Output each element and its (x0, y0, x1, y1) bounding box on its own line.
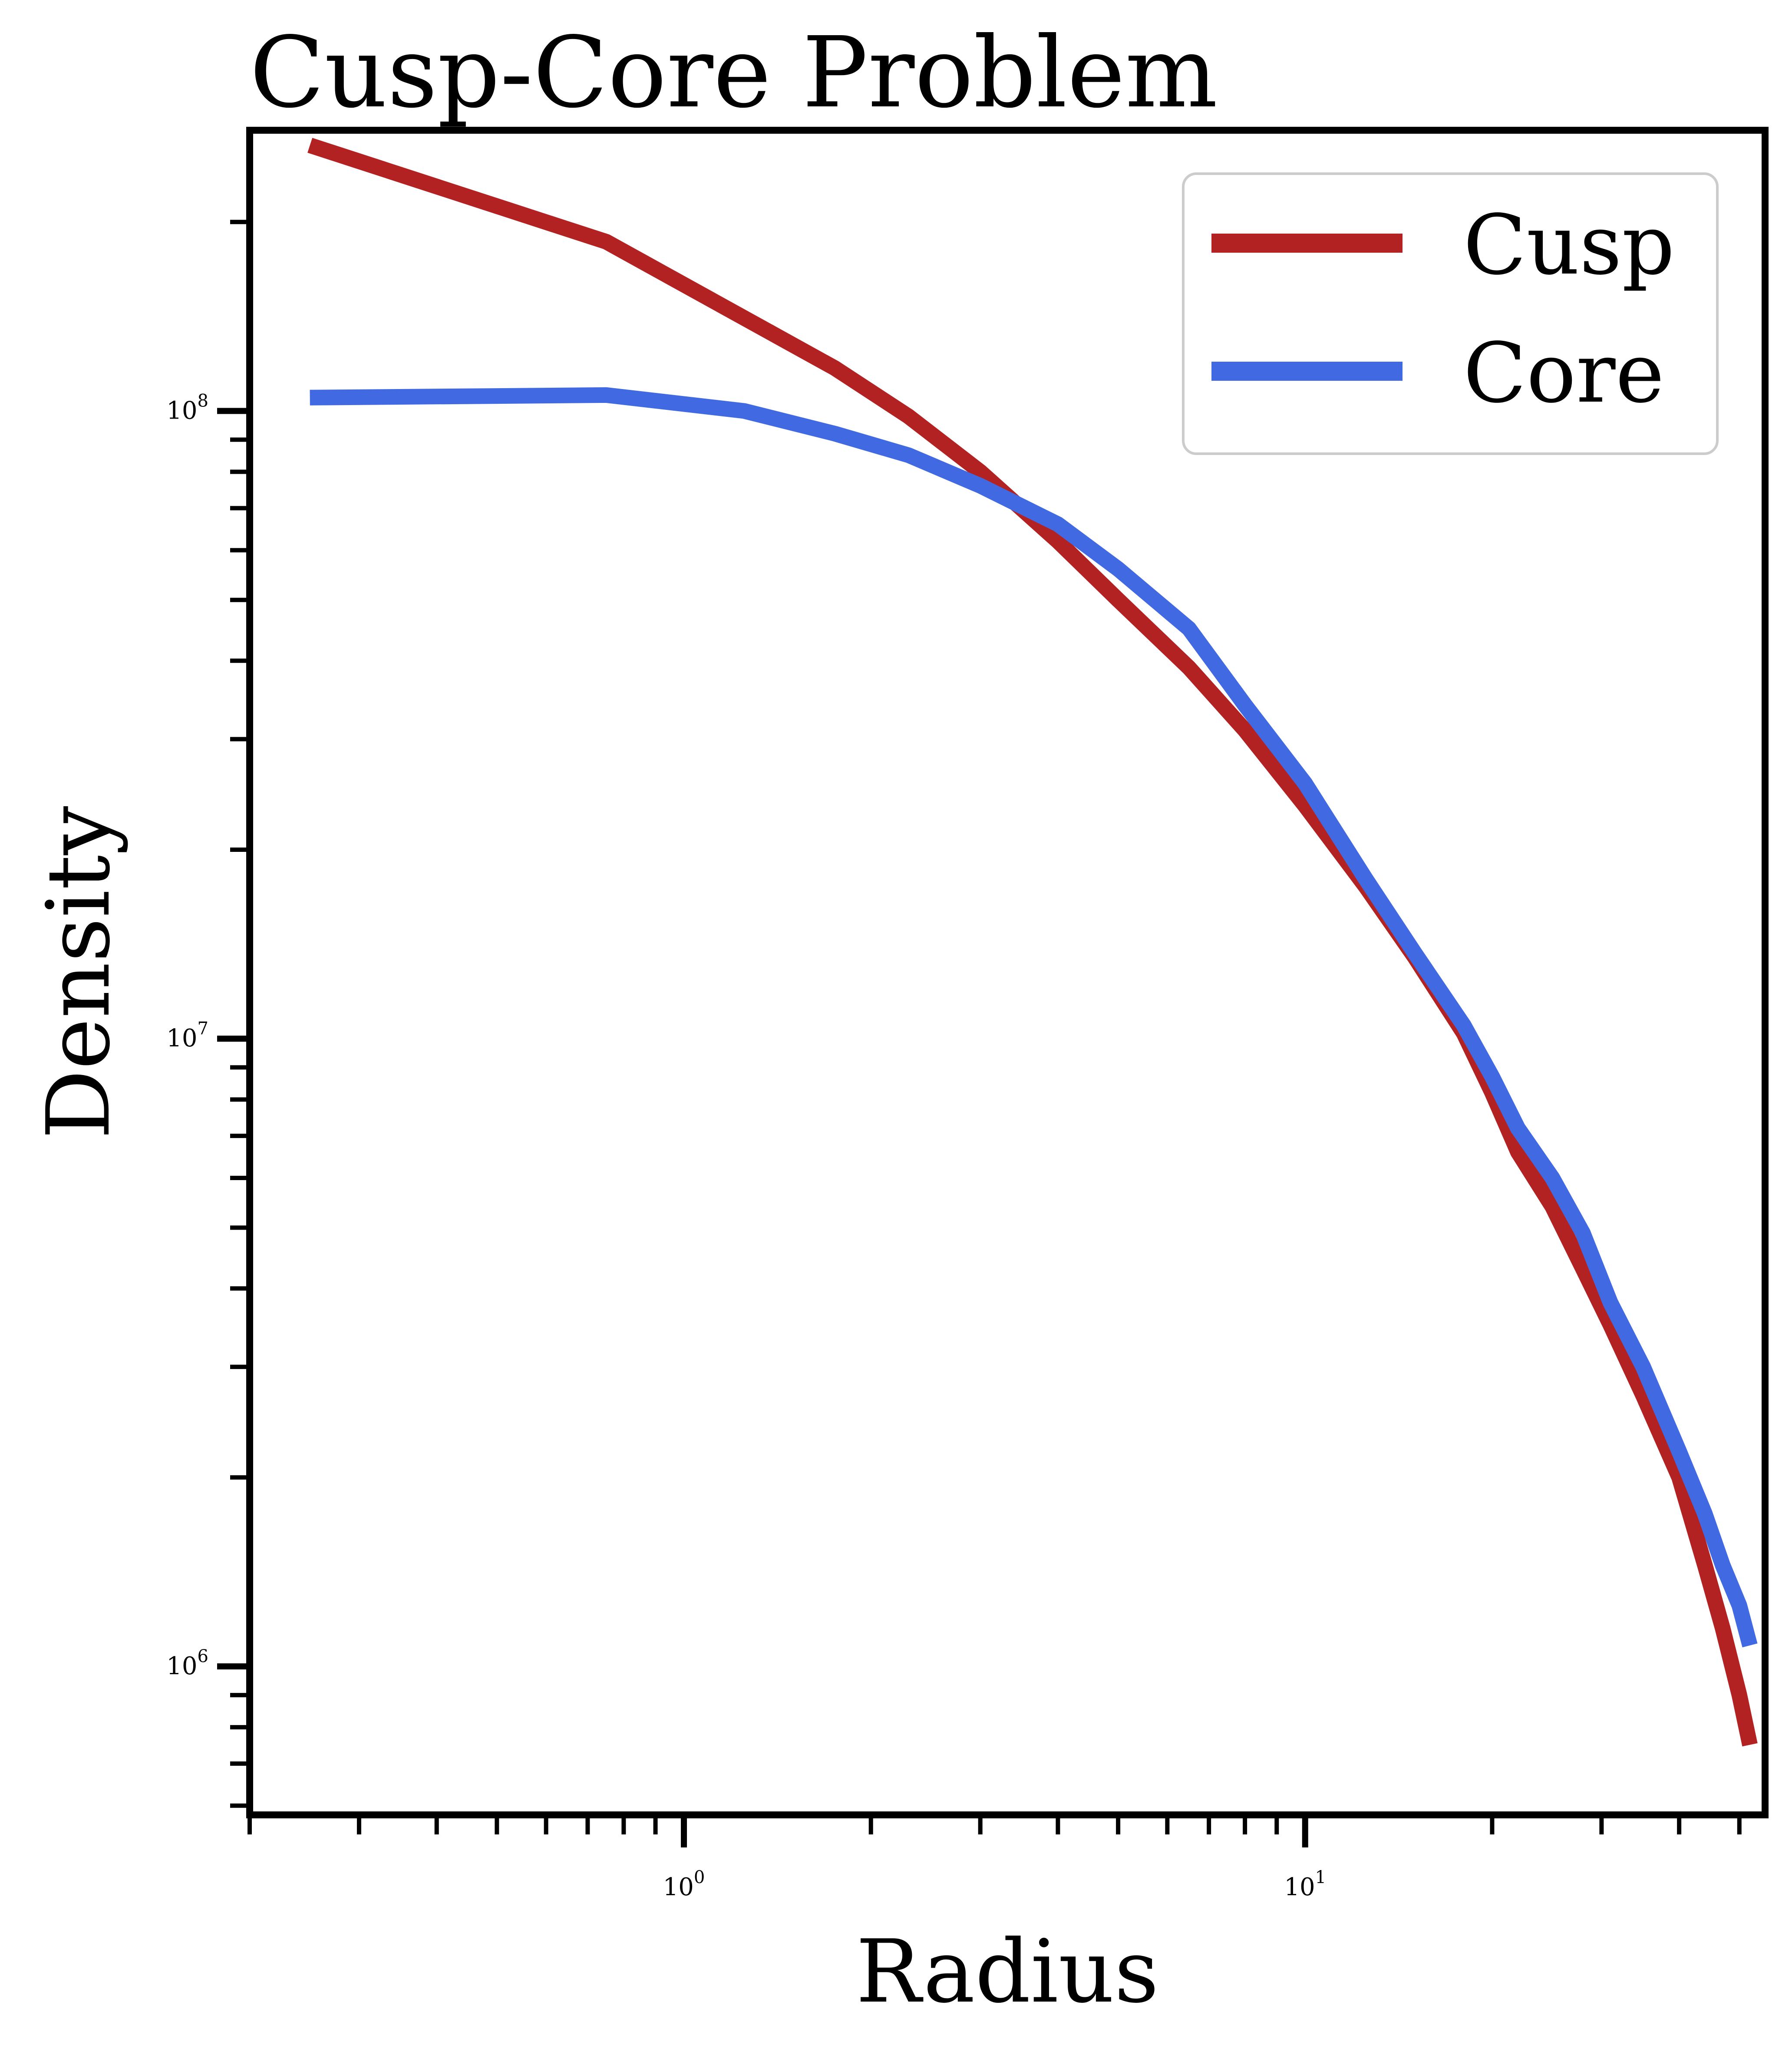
x-tick-label: 101 (1284, 1867, 1326, 1901)
legend: Cusp Core (1182, 172, 1719, 455)
series-line-core (310, 387, 1758, 1648)
legend-label-core: Core (1463, 325, 1664, 421)
series-layer (307, 138, 1758, 1747)
x-tick-label: 100 (663, 1867, 705, 1901)
x-axis-label: Radius (856, 1921, 1159, 2022)
y-axis-ticks: 106 107 108 (166, 220, 250, 1808)
y-axis-label: Density (28, 806, 129, 1139)
y-tick-label: 108 (166, 391, 208, 425)
y-tick-label: 106 (166, 1646, 208, 1680)
x-axis-ticks: 100 101 (248, 1815, 1742, 1901)
plot-frame (246, 127, 1769, 1818)
y-tick-label: 107 (166, 1019, 208, 1052)
chart-title: Cusp-Core Problem (250, 16, 1218, 130)
legend-label-cusp: Cusp (1463, 197, 1675, 293)
